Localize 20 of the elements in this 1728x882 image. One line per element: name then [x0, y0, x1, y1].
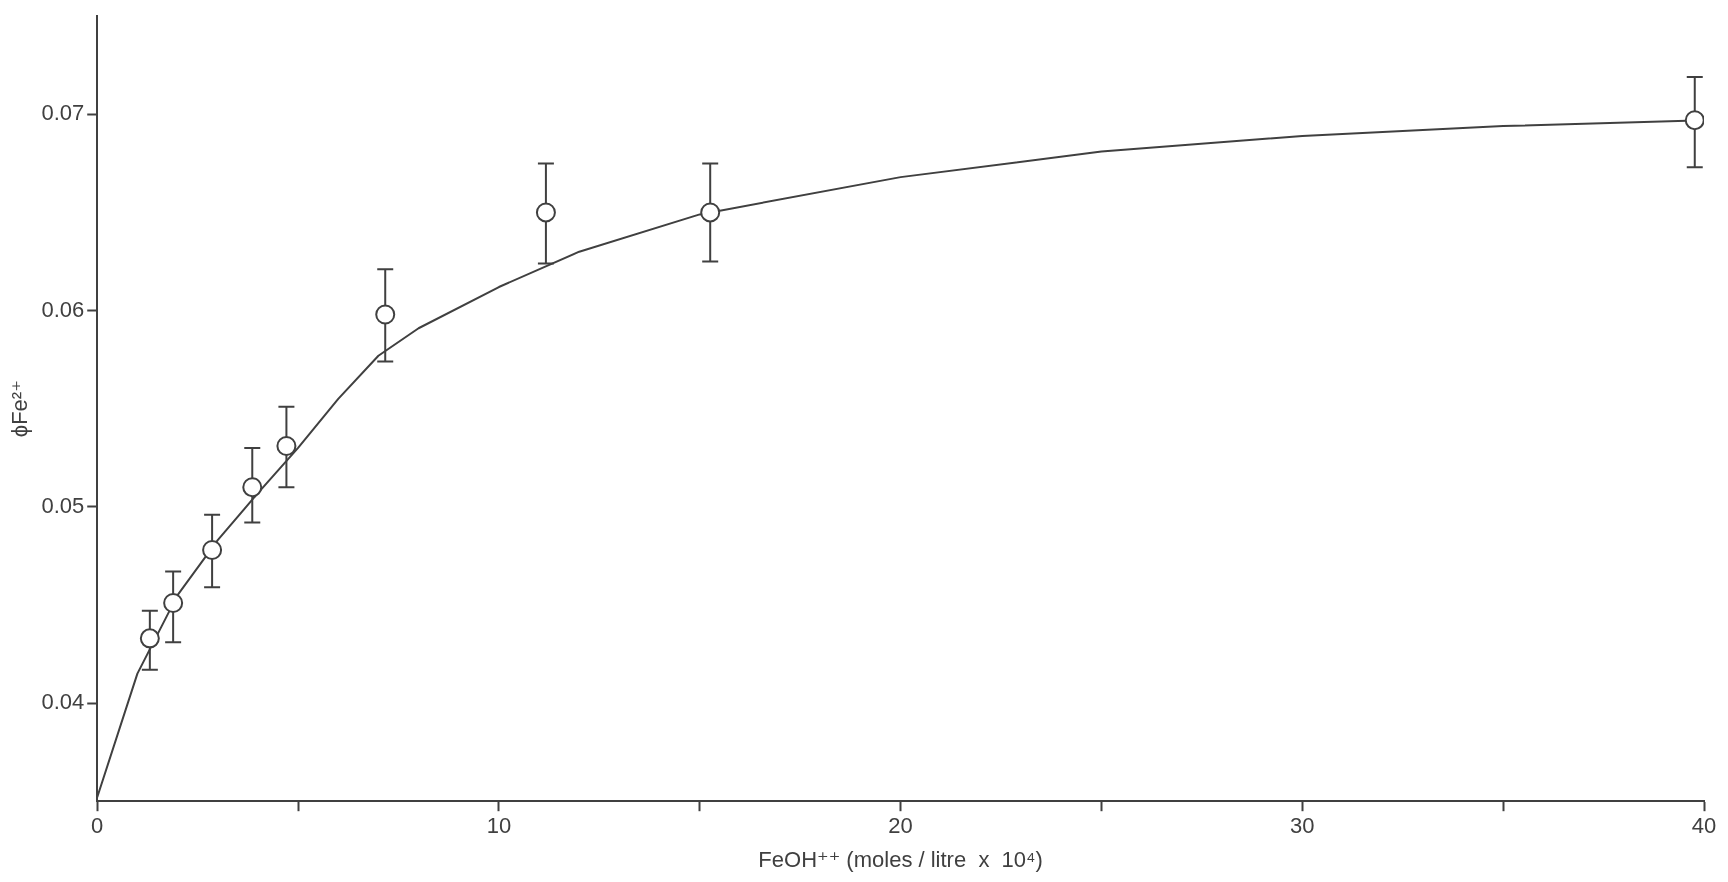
point	[1684, 110, 1704, 131]
y-tick-label: 0.05	[41, 492, 85, 518]
point	[375, 304, 396, 325]
x-tick-label: 0	[91, 813, 104, 839]
point	[242, 477, 263, 498]
point	[163, 592, 184, 613]
point	[202, 540, 223, 560]
x-tick-label: 20	[888, 813, 913, 839]
x-tick-label: 40	[1691, 813, 1717, 839]
point	[276, 435, 297, 456]
point	[535, 202, 556, 223]
x-tick-label: 30	[1290, 813, 1315, 839]
point	[700, 202, 721, 223]
y-tick-label: 0.04	[41, 689, 85, 715]
x-axis-title: FeOH⁺⁺ (moles / litre x 10⁴)	[758, 846, 1043, 872]
y-tick-label: 0.06	[41, 296, 85, 322]
point	[139, 628, 160, 649]
y-axis-title: ϕFe²⁺	[7, 380, 33, 438]
y-tick-label: 0.07	[41, 100, 85, 126]
x-tick-label: 10	[486, 813, 512, 839]
